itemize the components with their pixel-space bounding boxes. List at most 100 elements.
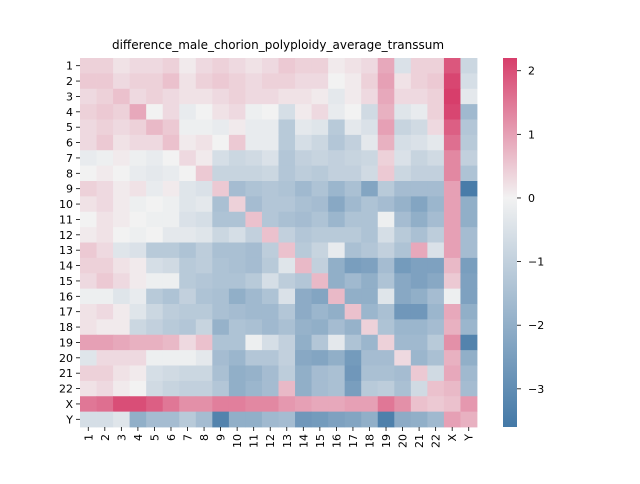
heatmap-cell xyxy=(460,119,478,136)
heatmap-cell xyxy=(245,273,263,290)
heatmap-cell xyxy=(410,196,428,213)
heatmap-cell xyxy=(228,334,246,351)
heatmap-cell xyxy=(443,257,461,274)
heatmap-cell xyxy=(96,334,114,351)
heatmap-cell xyxy=(129,380,147,397)
heatmap-cell xyxy=(344,411,362,428)
heatmap-cell xyxy=(129,88,147,105)
heatmap-cell xyxy=(311,319,329,336)
heatmap-cell xyxy=(427,242,445,259)
heatmap-cell xyxy=(344,396,362,413)
heatmap-cell xyxy=(278,319,296,336)
heatmap-cell xyxy=(212,211,230,228)
heatmap-cell xyxy=(195,150,213,167)
heatmap-cell xyxy=(427,350,445,366)
heatmap-cell xyxy=(443,288,461,305)
heatmap-cell xyxy=(179,411,197,428)
heatmap-cell xyxy=(295,411,312,428)
heatmap-cell xyxy=(460,242,478,259)
heatmap-cell xyxy=(394,88,412,105)
heatmap-cell xyxy=(377,150,395,167)
heatmap-cell xyxy=(377,181,395,197)
heatmap-cell xyxy=(195,227,213,243)
heatmap-cell xyxy=(162,119,180,136)
heatmap-cell xyxy=(361,104,379,120)
heatmap-cell xyxy=(311,165,329,182)
heatmap-cell xyxy=(129,319,147,336)
heatmap-cell xyxy=(344,257,362,274)
heatmap-cell xyxy=(278,227,296,243)
heatmap-cell xyxy=(245,134,263,151)
heatmap-cell xyxy=(179,119,197,136)
row-tick-label: 19 xyxy=(59,336,73,349)
heatmap-cell xyxy=(278,73,296,90)
row-tick-label: 13 xyxy=(59,244,73,257)
heatmap-cell xyxy=(129,227,147,243)
heatmap-cell xyxy=(195,257,213,274)
heatmap-cell xyxy=(261,242,279,259)
heatmap-cell xyxy=(278,119,296,136)
row-tick-label: 16 xyxy=(59,290,73,303)
heatmap-cell xyxy=(245,196,263,213)
heatmap-cell xyxy=(460,319,478,336)
heatmap-cell xyxy=(228,411,246,428)
colorbar-tick-label: −3 xyxy=(528,383,544,396)
heatmap-cell xyxy=(394,104,412,120)
heatmap-cell xyxy=(162,181,180,197)
heatmap-cell xyxy=(129,242,147,259)
heatmap-cell xyxy=(394,242,412,259)
heatmap-cell xyxy=(344,288,362,305)
heatmap-cell xyxy=(344,334,362,351)
heatmap-cell xyxy=(195,411,213,428)
heatmap-cell xyxy=(427,134,445,151)
heatmap-cell xyxy=(96,257,114,274)
heatmap-cell xyxy=(212,396,230,413)
column-tick-label: 5 xyxy=(148,434,161,441)
heatmap-cell xyxy=(311,88,329,105)
heatmap-cell xyxy=(195,181,213,197)
row-tick-label: X xyxy=(65,398,73,411)
heatmap-cell xyxy=(394,211,412,228)
heatmap-cell xyxy=(410,58,428,74)
heatmap-cell xyxy=(212,242,230,259)
column-tick-label: 1 xyxy=(82,434,95,441)
heatmap-cell xyxy=(394,181,412,197)
heatmap-cell xyxy=(295,58,312,74)
heatmap-cell xyxy=(443,334,461,351)
heatmap-cell xyxy=(195,273,213,290)
heatmap-cell xyxy=(410,304,428,320)
heatmap-cell xyxy=(245,211,263,228)
heatmap-cell xyxy=(96,396,114,413)
heatmap-cell xyxy=(328,104,346,120)
heatmap-cell xyxy=(377,134,395,151)
heatmap-cell xyxy=(377,365,395,382)
heatmap-cell xyxy=(460,165,478,182)
row-tick-label: Y xyxy=(65,413,73,426)
heatmap-cell xyxy=(377,242,395,259)
heatmap-cell xyxy=(245,88,263,105)
column-tick-label: 22 xyxy=(430,434,443,448)
heatmap-cell xyxy=(146,181,164,197)
heatmap-cell xyxy=(195,119,213,136)
heatmap-cell xyxy=(311,134,329,151)
heatmap-cell xyxy=(460,365,478,382)
heatmap-cell xyxy=(80,242,97,259)
heatmap-cell xyxy=(460,288,478,305)
heatmap-cell xyxy=(460,150,478,167)
heatmap-cell xyxy=(344,242,362,259)
heatmap-cell xyxy=(146,396,164,413)
heatmap-cell xyxy=(344,196,362,213)
heatmap-cell xyxy=(361,227,379,243)
heatmap-cell xyxy=(96,73,114,90)
heatmap-cell xyxy=(129,58,147,74)
heatmap-cell xyxy=(361,319,379,336)
heatmap-cell xyxy=(195,165,213,182)
heatmap-cell xyxy=(80,396,97,413)
heatmap-cell xyxy=(311,150,329,167)
heatmap-cell xyxy=(394,380,412,397)
heatmap-cell xyxy=(212,73,230,90)
heatmap-cell xyxy=(460,350,478,366)
heatmap-cell xyxy=(410,257,428,274)
heatmap-cell xyxy=(96,150,114,167)
heatmap-cell xyxy=(162,104,180,120)
